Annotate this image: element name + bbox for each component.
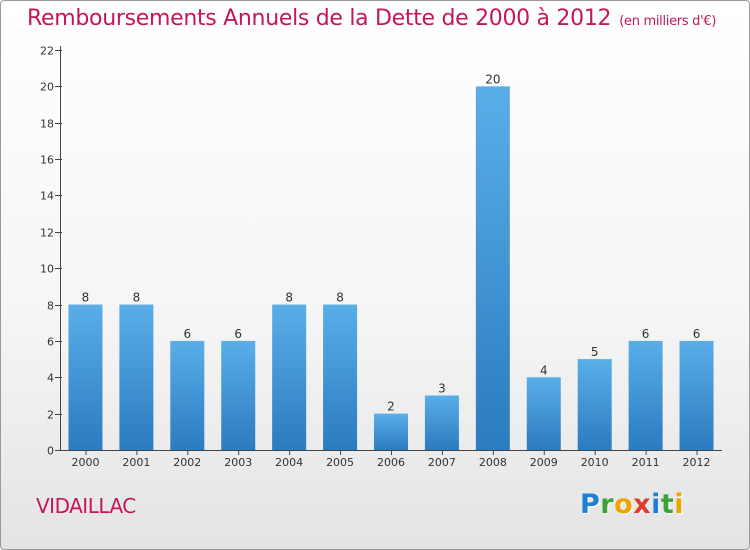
y-tick-label: 8 <box>47 300 54 313</box>
x-tick-label: 2007 <box>428 456 456 469</box>
logo-letter: P <box>580 489 601 520</box>
y-tick-label: 22 <box>40 45 54 58</box>
data-label: 3 <box>438 381 446 395</box>
bar <box>323 304 358 450</box>
y-tick-label: 16 <box>40 154 54 167</box>
data-label: 4 <box>540 363 548 377</box>
bar <box>119 304 154 450</box>
x-tick-label: 2010 <box>581 456 609 469</box>
x-tick-label: 2008 <box>479 456 507 469</box>
y-tick-label: 14 <box>40 190 54 203</box>
x-tick-label: 2003 <box>224 456 252 469</box>
y-tick-label: 4 <box>47 372 54 385</box>
chart-title-text: Remboursements Annuels de la Dette de 20… <box>27 6 612 31</box>
x-tick-label: 2009 <box>530 456 558 469</box>
data-label: 6 <box>693 327 701 341</box>
y-tick-label: 12 <box>40 227 54 240</box>
chart-subtitle: (en milliers d'€) <box>619 14 717 29</box>
chart-title: Remboursements Annuels de la Dette de 20… <box>27 6 716 31</box>
x-tick-label: 2011 <box>632 456 660 469</box>
data-label: 2 <box>387 400 395 414</box>
logo-letter: i <box>674 489 685 520</box>
data-label: 8 <box>133 291 141 305</box>
bar <box>577 359 612 450</box>
data-label: 8 <box>82 291 90 305</box>
bar <box>68 304 103 450</box>
y-tick-label: 10 <box>40 263 54 276</box>
logo-letter: r <box>600 489 615 520</box>
y-tick-label: 2 <box>47 409 54 422</box>
data-label: 8 <box>285 291 293 305</box>
x-tick-label: 2012 <box>683 456 711 469</box>
bar <box>526 377 561 450</box>
logo-letter: x <box>633 489 652 520</box>
bar <box>221 340 256 450</box>
data-label: 6 <box>234 327 242 341</box>
bar <box>628 340 663 450</box>
data-label: 6 <box>642 327 650 341</box>
bar <box>424 395 459 450</box>
y-tick-label: 20 <box>40 81 54 94</box>
bar <box>272 304 307 450</box>
logo-letter: t <box>660 489 675 520</box>
x-tick-label: 2000 <box>71 456 99 469</box>
proxiti-logo[interactable]: Proxiti <box>580 489 684 520</box>
y-tick-label: 18 <box>40 118 54 131</box>
x-tick-label: 2001 <box>122 456 150 469</box>
y-tick-label: 6 <box>47 336 54 349</box>
data-label: 5 <box>591 345 599 359</box>
data-label: 6 <box>183 327 191 341</box>
bar <box>170 340 205 450</box>
logo-letter: i <box>651 489 661 520</box>
x-tick-label: 2004 <box>275 456 303 469</box>
bar <box>475 86 510 450</box>
y-tick-label: 0 <box>47 445 54 458</box>
logo-letter: o <box>614 489 634 520</box>
bar <box>679 340 714 450</box>
data-label: 8 <box>336 291 344 305</box>
data-label: 20 <box>485 72 500 86</box>
commune-name: VIDAILLAC <box>36 494 136 518</box>
x-tick-label: 2005 <box>326 456 354 469</box>
bar <box>374 413 408 450</box>
x-tick-label: 2002 <box>173 456 201 469</box>
x-tick-label: 2006 <box>377 456 405 469</box>
